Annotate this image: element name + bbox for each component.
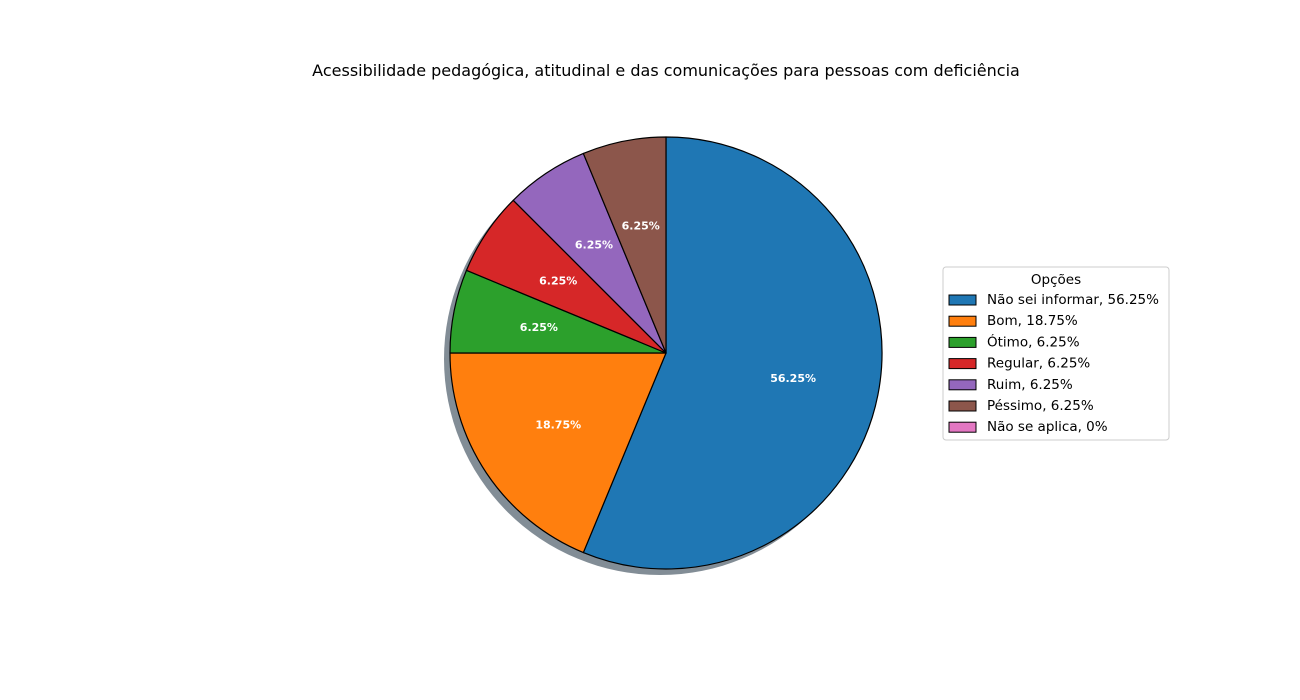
legend-label: Ótimo, 6.25% bbox=[987, 332, 1080, 350]
pie-slices bbox=[449, 136, 883, 570]
legend-label: Não se aplica, 0% bbox=[987, 419, 1108, 435]
slice-percent-label: 56.25% bbox=[770, 372, 816, 385]
legend-title: Opções bbox=[1031, 272, 1081, 288]
legend-label: Péssimo, 6.25% bbox=[987, 398, 1094, 414]
chart-title: Acessibilidade pedagógica, atitudinal e … bbox=[312, 61, 1020, 80]
legend-swatch bbox=[948, 400, 977, 412]
legend-swatch bbox=[948, 421, 977, 433]
legend-label: Regular, 6.25% bbox=[987, 356, 1090, 372]
legend-swatch bbox=[948, 315, 977, 327]
slice-percent-label: 6.25% bbox=[575, 239, 613, 252]
legend: Opções Não sei informar, 56.25% Bom, 18.7… bbox=[942, 266, 1170, 441]
slice-percent-label: 6.25% bbox=[539, 274, 577, 287]
pie-slice bbox=[582, 136, 883, 570]
legend-label: Não sei informar, 56.25% bbox=[987, 292, 1159, 308]
legend-frame bbox=[942, 266, 1170, 441]
legend-swatch bbox=[948, 336, 977, 348]
legend-items: Não sei informar, 56.25% Bom, 18.75% Ótimo… bbox=[948, 292, 1159, 435]
legend-label: Ruim, 6.25% bbox=[987, 377, 1073, 393]
pie-slice bbox=[582, 136, 667, 354]
legend-swatch bbox=[948, 358, 977, 370]
legend-swatch bbox=[948, 379, 977, 391]
legend-label: Bom, 18.75% bbox=[987, 313, 1078, 329]
slice-percent-label: 6.25% bbox=[520, 321, 558, 334]
pie-labels: 56.25% 18.75% 6.25% 6.25% 6.25% 6.25% bbox=[520, 219, 816, 431]
slice-percent-label: 18.75% bbox=[535, 419, 581, 432]
pie-slice bbox=[449, 352, 667, 554]
slice-percent-label: 6.25% bbox=[622, 219, 660, 232]
legend-swatch bbox=[948, 294, 977, 306]
